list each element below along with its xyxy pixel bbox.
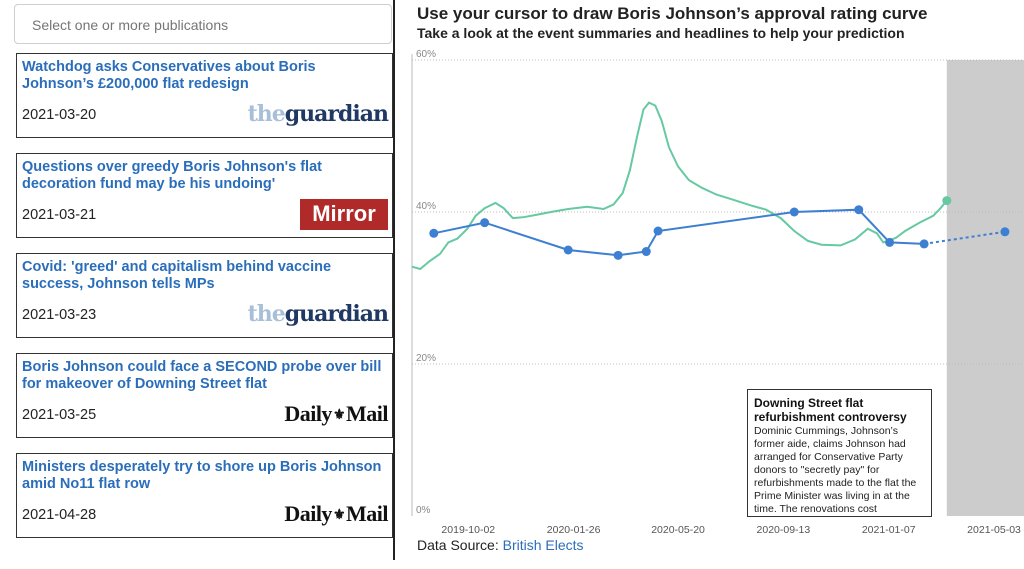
y-tick-label: 0% — [416, 505, 431, 516]
article-title-link[interactable]: Questions over greedy Boris Johnson's fl… — [22, 159, 322, 192]
x-tick-label: 2021-05-03 — [967, 524, 1021, 536]
approval-line — [411, 101, 948, 271]
article-date: 2021-04-28 — [22, 507, 97, 523]
data-source-link[interactable]: British Elects — [502, 537, 584, 553]
tooltip-body: Dominic Cummings, Johnson’s former aide,… — [754, 425, 917, 515]
y-tick-label: 20% — [416, 353, 436, 364]
x-tick-label: 2021-01-07 — [862, 524, 916, 536]
prediction-point[interactable] — [789, 207, 799, 217]
article-date: 2021-03-21 — [22, 207, 97, 223]
mirror-logo: Mirror — [300, 198, 388, 230]
prediction-point[interactable] — [653, 226, 663, 236]
tooltip-title: Downing Street flat refurbishment contro… — [754, 396, 907, 424]
article-card[interactable]: Watchdog asks Conservatives about Boris … — [16, 53, 393, 138]
guardian-logo: theguardian — [247, 301, 389, 327]
article-title-link[interactable]: Watchdog asks Conservatives about Boris … — [22, 59, 316, 92]
y-tick-label: 40% — [416, 201, 436, 212]
prediction-line — [433, 208, 925, 257]
prediction-point[interactable] — [641, 247, 651, 257]
article-card[interactable]: Covid: 'greed' and capitalism behind vac… — [16, 253, 393, 338]
x-tick-label: 2020-09-13 — [757, 524, 811, 536]
prediction-point[interactable] — [854, 205, 864, 215]
chart-subtitle: Take a look at the event summaries and h… — [417, 25, 905, 41]
approval-chart[interactable]: 0% 20% 40% 60% 2019-10-02 2020-01-26 2020-05-2… — [400, 44, 1024, 546]
article-date: 2021-03-23 — [22, 307, 97, 323]
prediction-point[interactable] — [885, 237, 895, 247]
publication-select[interactable]: Select one or more publications — [14, 4, 392, 44]
x-tick-label: 2020-05-20 — [651, 524, 705, 536]
prediction-point[interactable] — [429, 228, 439, 238]
article-card[interactable]: Boris Johnson could face a SECOND probe … — [16, 353, 393, 438]
data-source: Data Source: British Elects — [417, 537, 584, 553]
x-tick-label: 2020-01-26 — [547, 524, 601, 536]
article-date: 2021-03-20 — [22, 107, 97, 123]
data-source-label: Data Source: — [417, 537, 503, 553]
guardian-logo: theguardian — [247, 101, 389, 127]
x-tick-label: 2019-10-02 — [441, 524, 495, 536]
shaded-prediction-region — [946, 60, 1024, 516]
event-tooltip: Downing Street flat refurbishment contro… — [747, 389, 932, 517]
article-title-link[interactable]: Ministers desperately try to shore up Bo… — [22, 459, 382, 492]
article-date: 2021-03-25 — [22, 407, 97, 423]
prediction-point[interactable] — [613, 250, 623, 260]
prediction-point[interactable] — [563, 245, 573, 255]
prediction-end-point[interactable] — [1000, 227, 1010, 237]
daily-mail-logo: Daily⚜Mail — [284, 401, 388, 426]
article-card[interactable]: Ministers desperately try to shore up Bo… — [16, 453, 393, 538]
prediction-point[interactable] — [919, 239, 929, 249]
prediction-point[interactable] — [480, 218, 490, 228]
article-title-link[interactable]: Covid: 'greed' and capitalism behind vac… — [22, 259, 332, 292]
article-title-link[interactable]: Boris Johnson could face a SECOND probe … — [22, 359, 382, 392]
articles-panel: Select one or more publications Watchdog… — [14, 0, 395, 560]
approval-end-point — [942, 196, 952, 206]
daily-mail-logo: Daily⚜Mail — [284, 501, 388, 526]
chart-title: Use your cursor to draw Boris Johnson’s … — [417, 4, 928, 23]
prediction-projection-line — [923, 230, 1006, 245]
article-card[interactable]: Questions over greedy Boris Johnson's fl… — [16, 153, 393, 238]
y-tick-label: 60% — [416, 49, 436, 60]
